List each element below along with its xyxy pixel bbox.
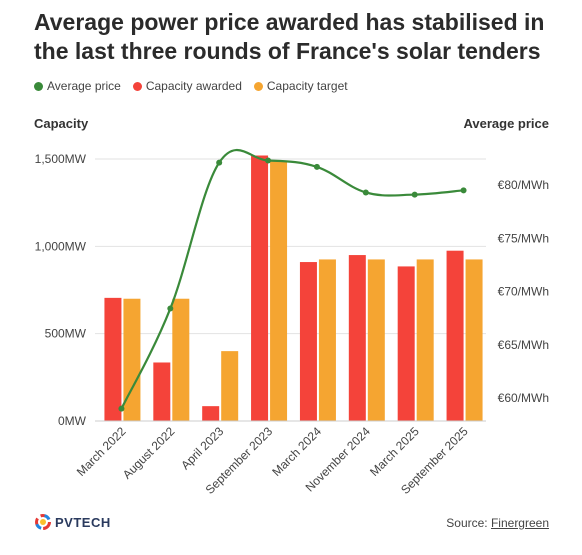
- legend-label: Capacity target: [266, 79, 348, 93]
- point-average-price: [460, 187, 467, 194]
- bar-capacity-awarded: [104, 297, 122, 421]
- bar-capacity-target: [221, 351, 239, 421]
- right-tick-label: €65/MWh: [498, 338, 549, 352]
- left-tick-label: 1,500MW: [35, 152, 87, 166]
- bar-capacity-awarded: [251, 155, 269, 422]
- logo-text: PVTECH: [55, 514, 111, 530]
- right-tick-label: €80/MWh: [498, 178, 549, 192]
- right-tick-label: €75/MWh: [498, 231, 549, 245]
- point-average-price: [118, 405, 125, 412]
- left-axis-title: Capacity: [34, 116, 89, 131]
- bar-capacity-awarded: [446, 250, 464, 421]
- legend-label: Capacity awarded: [145, 79, 242, 93]
- chart-plot: 0MW 500MW 1,000MW 1,500MW €60/MWh €65/MWh €70/…: [35, 148, 549, 497]
- bar-capacity-awarded: [348, 255, 366, 421]
- right-tick-label: €60/MWh: [498, 391, 549, 405]
- legend-label: Average price: [47, 79, 121, 93]
- legend-swatch-awarded: [132, 81, 142, 91]
- bar-capacity-target: [367, 259, 385, 421]
- legend-swatch-price: [34, 81, 43, 91]
- bar-capacity-target: [123, 298, 141, 421]
- left-tick-label: 1,000MW: [35, 239, 87, 253]
- point-average-price: [313, 163, 320, 170]
- bar-capacity-target: [318, 259, 336, 421]
- pvtech-logo-icon: [35, 514, 51, 530]
- bar-capacity-awarded: [299, 262, 317, 421]
- pvtech-logo: PVTECH: [34, 514, 111, 530]
- right-axis-title: Average price: [463, 116, 549, 131]
- x-tick-label: August 2022: [120, 424, 178, 482]
- legend: Average price Capacity awarded Capacity …: [34, 79, 348, 93]
- left-tick-label: 500MW: [45, 327, 87, 341]
- point-average-price: [411, 191, 418, 198]
- chart-title: Average power price awarded has stabilis…: [34, 9, 545, 64]
- legend-swatch-target: [253, 81, 263, 91]
- right-tick-label: €70/MWh: [498, 285, 549, 299]
- point-average-price: [362, 189, 369, 196]
- x-tick-label: April 2023: [178, 424, 226, 472]
- bar-capacity-awarded: [202, 406, 220, 421]
- bar-capacity-awarded: [397, 266, 415, 421]
- legend-item-capacity-target[interactable]: Capacity target: [253, 79, 348, 93]
- legend-item-capacity-awarded[interactable]: Capacity awarded: [132, 79, 242, 93]
- point-average-price: [167, 305, 174, 312]
- source-note: Source: Finergreen: [446, 516, 549, 530]
- point-average-price: [216, 159, 223, 166]
- bar-capacity-target: [416, 259, 434, 421]
- left-tick-label: 0MW: [58, 414, 87, 428]
- bar-capacity-awarded: [153, 362, 171, 421]
- bar-capacity-target: [270, 160, 288, 421]
- bar-capacity-target: [172, 298, 190, 421]
- legend-item-average-price[interactable]: Average price: [34, 79, 121, 93]
- source-prefix: Source:: [446, 516, 491, 530]
- source-link[interactable]: Finergreen: [490, 516, 549, 530]
- bar-capacity-target: [465, 259, 483, 421]
- point-average-price: [265, 157, 272, 164]
